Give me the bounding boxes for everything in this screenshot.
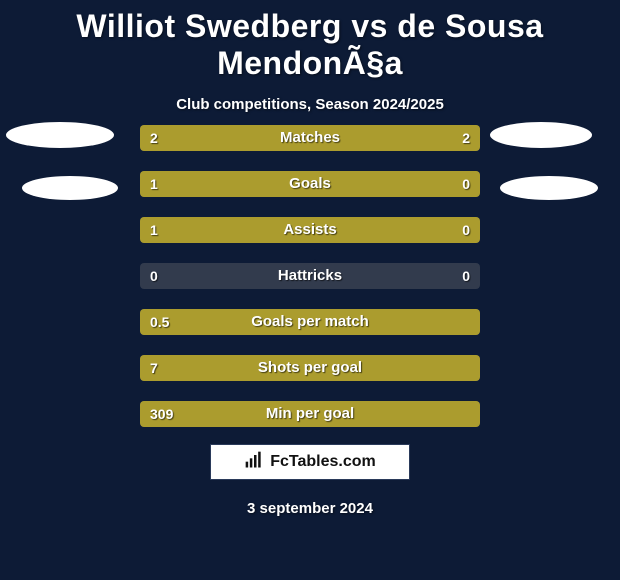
- stats-container: 22Matches 10Goals 10Assists 00Hattricks 0.5G…: [140, 125, 480, 447]
- stat-label: Goals per match: [140, 309, 480, 335]
- stat-label: Min per goal: [140, 401, 480, 427]
- stat-label: Shots per goal: [140, 355, 480, 381]
- stat-label: Assists: [140, 217, 480, 243]
- stat-row: 22Matches: [140, 125, 480, 151]
- stat-row: 0.5Goals per match: [140, 309, 480, 335]
- chart-bars-icon: [244, 450, 264, 475]
- stat-row: 309Min per goal: [140, 401, 480, 427]
- oval-decoration-3: [490, 122, 592, 148]
- oval-decoration-2: [22, 176, 118, 200]
- date-text: 3 september 2024: [0, 500, 620, 517]
- branding-box: FcTables.com: [210, 444, 410, 480]
- stat-label: Goals: [140, 171, 480, 197]
- oval-decoration-1: [6, 122, 114, 148]
- stat-label: Hattricks: [140, 263, 480, 289]
- stat-row: 00Hattricks: [140, 263, 480, 289]
- stat-row: 10Assists: [140, 217, 480, 243]
- page-title: Williot Swedberg vs de Sousa MendonÃ§a: [0, 0, 620, 82]
- oval-decoration-4: [500, 176, 598, 200]
- stat-row: 10Goals: [140, 171, 480, 197]
- subtitle: Club competitions, Season 2024/2025: [0, 96, 620, 113]
- stat-label: Matches: [140, 125, 480, 151]
- stat-row: 7Shots per goal: [140, 355, 480, 381]
- branding-text: FcTables.com: [270, 453, 376, 471]
